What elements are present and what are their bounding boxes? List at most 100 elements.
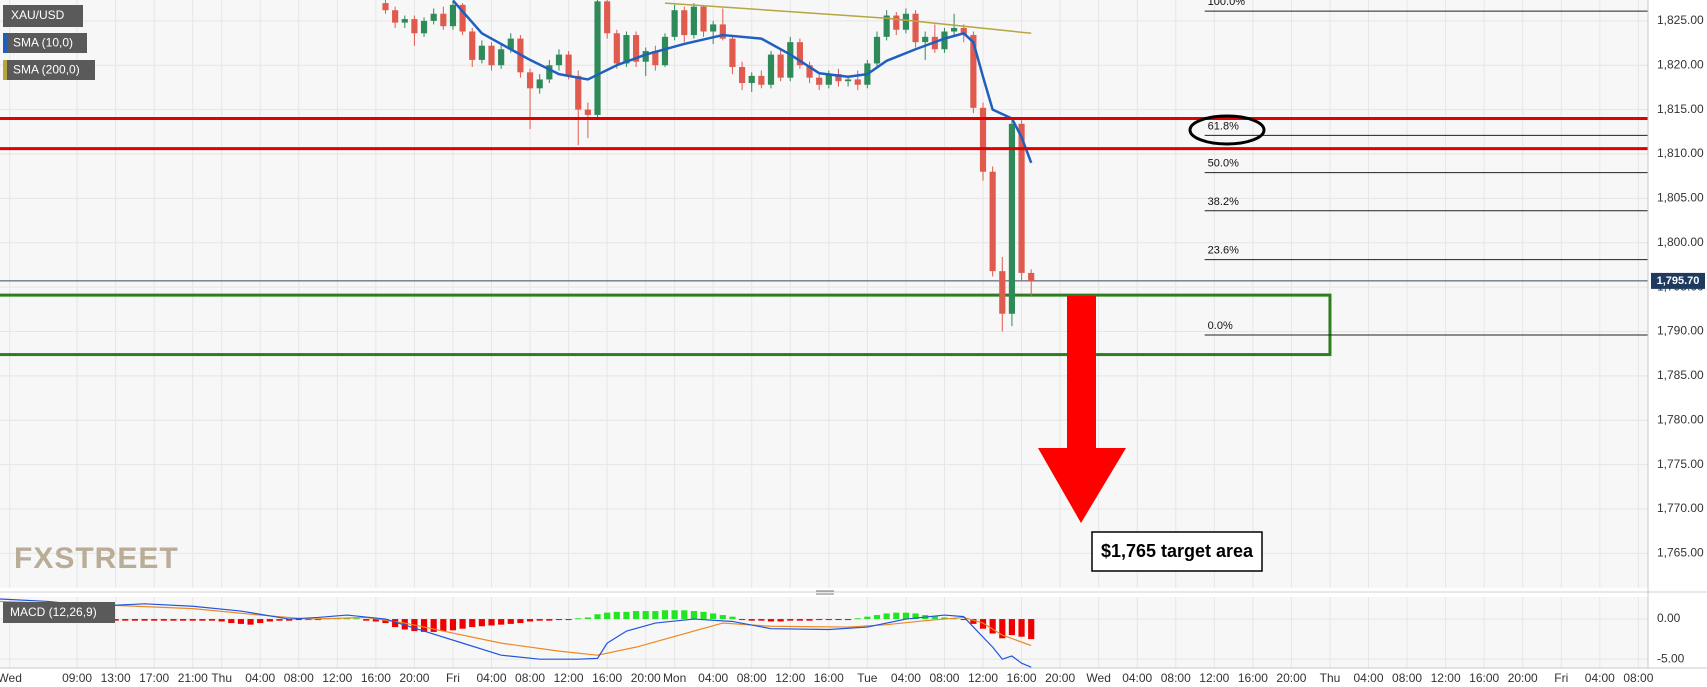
fib-label: 0.0% [1208, 320, 1233, 332]
histogram-bar [488, 619, 495, 626]
histogram-bar [825, 619, 832, 621]
candle-body [941, 31, 948, 50]
histogram-bar [1008, 619, 1016, 636]
histogram-bar [883, 613, 890, 620]
x-tick-label: 08:00 [1161, 671, 1191, 685]
candle-body [1018, 123, 1025, 273]
histogram-bar [970, 619, 977, 624]
candle-body [604, 1, 611, 34]
histogram-bar [902, 612, 910, 620]
symbol: XAU/USD [11, 8, 65, 22]
candle-body [700, 6, 707, 32]
sma-line [664, 2, 1032, 35]
histogram-bar [748, 619, 755, 621]
x-tick-label: 12:00 [1199, 671, 1229, 685]
candle-body [526, 72, 534, 89]
macd-label-box[interactable] [3, 602, 115, 623]
histogram-bar [420, 619, 428, 632]
histogram-bar [960, 619, 967, 621]
y-tick-label: 1,815.00 [1657, 102, 1704, 116]
candle-body [845, 79, 852, 82]
candle-body [536, 79, 543, 89]
macd-line [0, 598, 1032, 668]
x-tick-label: 04:00 [1353, 671, 1383, 685]
histogram-bar [343, 618, 351, 620]
candle-body [719, 24, 726, 39]
candle-body [565, 54, 572, 76]
histogram-bar [912, 613, 919, 620]
x-tick-label: 04:00 [1585, 671, 1615, 685]
histogram-bar [218, 619, 225, 622]
sma-line [452, 0, 1033, 164]
x-tick-label: 12:00 [1431, 671, 1461, 685]
histogram-bar [575, 618, 582, 620]
fib-label: 61.8% [1208, 120, 1239, 132]
x-tick-label: 08:00 [737, 671, 767, 685]
x-tick-label: 20:00 [1045, 671, 1075, 685]
histogram-bar [286, 619, 293, 621]
legend-label: SMA (200,0) [13, 63, 80, 77]
histogram-bar [228, 619, 235, 624]
x-tick-label: 12:00 [322, 671, 352, 685]
histogram-bar [526, 619, 534, 622]
y-tick-label: 1,765.00 [1657, 546, 1704, 560]
x-tick-label: 16:00 [592, 671, 622, 685]
y-tick-label: -5.00 [1657, 651, 1685, 665]
x-tick-label: Wed [0, 671, 22, 685]
histogram-bar [671, 610, 678, 620]
candle-body [999, 271, 1006, 314]
histogram-bar [806, 619, 813, 621]
histogram-bar [758, 619, 765, 621]
x-tick-label: 08:00 [1392, 671, 1422, 685]
candle-body [777, 54, 784, 78]
x-tick-label: 13:00 [101, 671, 131, 685]
candle-body [507, 38, 514, 50]
y-tick-label: 1,790.00 [1657, 324, 1704, 338]
symbol-box[interactable] [3, 5, 83, 27]
histogram-bar [565, 619, 572, 621]
candle-body [623, 35, 630, 64]
legend-swatch [3, 60, 7, 80]
candle-body [806, 65, 813, 78]
y-tick-label: 1,780.00 [1657, 412, 1704, 426]
legend: XAU/USD SMA (10,0) SMA (200,0) [3, 5, 95, 80]
candle-body [729, 38, 736, 68]
histogram-bar [478, 619, 485, 627]
candle-body [392, 10, 399, 23]
histogram-bar [854, 618, 861, 620]
histogram-bar [449, 619, 457, 631]
x-tick-label: 09:00 [62, 671, 92, 685]
candle-body [951, 27, 958, 32]
histogram-bar [257, 619, 264, 624]
histogram-bar [189, 619, 196, 621]
y-tick-label: 1,785.00 [1657, 368, 1704, 382]
y-tick-label: 1,825.00 [1657, 13, 1704, 27]
candle-body [767, 54, 775, 85]
x-tick-label: Tue [857, 671, 878, 685]
histogram-bar [170, 619, 177, 621]
candle-body [594, 1, 601, 115]
candle-body [681, 10, 688, 36]
x-tick-label: 21:00 [178, 671, 208, 685]
histogram-bar [729, 616, 736, 620]
x-tick-label: 20:00 [1508, 671, 1538, 685]
histogram-bar [690, 611, 697, 620]
x-tick-label: 16:00 [1238, 671, 1268, 685]
histogram-bar [112, 619, 119, 621]
histogram-bar [835, 619, 842, 621]
histogram-bar [507, 619, 514, 624]
candle-body [758, 75, 765, 85]
histogram-bar [401, 619, 408, 630]
histogram-bar [151, 619, 158, 621]
histogram-bar [796, 619, 803, 621]
histogram-bar [314, 619, 322, 621]
candle-body [883, 15, 890, 37]
candle-body [787, 42, 794, 78]
histogram-bar [247, 619, 254, 625]
candle-body [401, 19, 408, 23]
histogram-bar [681, 610, 688, 620]
candle-body [642, 51, 649, 62]
histogram-bar [787, 619, 794, 621]
candle-body [1008, 123, 1016, 314]
histogram-bar [498, 619, 505, 625]
